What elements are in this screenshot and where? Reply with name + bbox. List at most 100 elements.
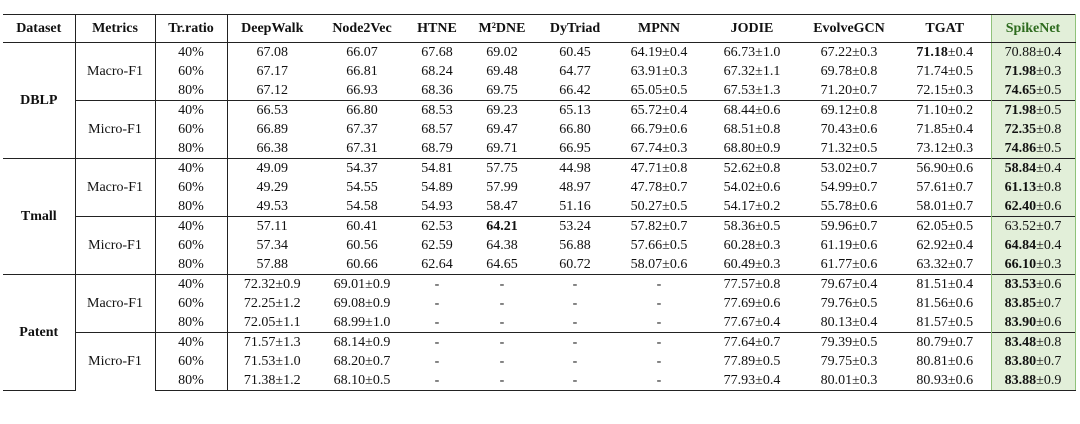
score-cell: 66.80 [559,122,591,137]
score-cell: - [407,274,467,294]
score-cell: 68.80±0.9 [723,141,781,156]
column-header: HTNE [407,14,467,43]
score-cell: 61.13±0.8 [990,178,1076,197]
score-cell: 53.24 [537,216,613,236]
score-cell: 80.81±0.6 [916,354,974,369]
train-ratio: 40% [155,332,228,352]
score-cell: - [656,296,662,311]
header-row: Dataset Metrics Tr.ratio DeepWalk Node2Vec HT… [3,14,1076,43]
score-cell: 63.52±0.7 [990,216,1076,236]
score-cell: 68.24 [421,64,453,79]
column-header: EvolveGCN [799,14,899,43]
score-cell: 83.88±0.9 [990,371,1076,391]
score-cell: 62.53 [407,216,467,236]
data-row: Patent Macro-F1 40% 72.32±0.9 69.01±0.9- - - -7… [3,274,1076,391]
score-cell: - [467,371,537,391]
score-cell: 63.32±0.7 [916,257,974,272]
score-cell: 69.78±0.8 [820,64,878,79]
score-cell: 64.19±0.4 [613,42,705,62]
score-cell: - [434,354,440,369]
score-cell: - [656,315,662,330]
column-header: Dataset [3,14,76,43]
score-cell: 69.08±0.9 [333,296,391,311]
score-cell: 44.98 [537,158,613,178]
score-cell: - [572,354,578,369]
score-cell: 67.53±1.3 [723,83,781,98]
score-cell: 68.14±0.9 [317,332,407,352]
train-ratio: 80% [155,255,228,275]
train-ratio: 80% [155,139,228,159]
score-cell: 57.82±0.7 [613,216,705,236]
score-cell: 77.57±0.8 [705,274,799,294]
train-ratio: 60% [155,62,228,81]
data-row: 60% 49.29 54.55 54.89 57.99 48.97 47.78±0.7 54.… [3,178,1076,197]
train-ratio: 40% [155,158,228,178]
data-row: 80% 49.53 54.58 54.93 58.47 51.16 50.27±0.5 54.… [3,197,1076,217]
score-cell: 79.75±0.3 [820,354,878,369]
score-cell: 65.72±0.4 [613,100,705,120]
score-cell: 83.48±0.8 [990,332,1076,352]
score-cell: 58.84±0.4 [990,158,1076,178]
column-header: TGAT [899,14,991,43]
score-cell: 49.53 [256,199,289,214]
data-row: Micro-F1 40% 71.57±1.3 68.14±0.9- - - -77.64±0… [3,332,1076,391]
metric-name: Micro-F1 [75,100,156,159]
score-cell: 54.89 [421,180,453,195]
score-cell: - [499,315,505,330]
score-cell: 68.20±0.7 [333,354,391,369]
column-header: SpikeNet [990,14,1076,43]
score-cell: 81.51±0.4 [899,274,991,294]
score-cell: - [467,332,537,352]
score-cell: - [499,296,505,311]
data-row: 60% 72.25±1.2 69.08±0.9 - - - - 77.69±0.6 79.76±… [3,294,1076,313]
data-row: 80% 66.38 67.31 68.79 69.71 66.95 67.74±0.3 68.… [3,139,1076,159]
score-cell: 71.32±0.5 [820,141,878,156]
train-ratio: 80% [155,197,228,217]
score-cell: 60.66 [346,257,378,272]
score-cell: 57.34 [256,238,289,253]
score-cell: 71.38±1.2 [227,371,317,391]
score-cell: 62.92±0.4 [916,238,974,253]
dataset-name: Tmall [3,158,76,275]
score-cell: 47.71±0.8 [613,158,705,178]
train-ratio: 80% [155,81,228,101]
score-cell: 81.57±0.5 [916,315,974,330]
score-cell: 71.18±0.4 [899,42,991,62]
dataset-name: DBLP [3,42,76,159]
data-row: Tmall Macro-F1 40% 49.09 54.37 54.81 57.75 44.9… [3,158,1076,275]
train-ratio: 40% [155,274,228,294]
score-cell: - [467,274,537,294]
data-row: 80% 72.05±1.1 68.99±1.0 - - - - 77.67±0.4 80.13±… [3,313,1076,333]
score-cell: 63.91±0.3 [630,64,688,79]
score-cell: 69.71 [486,141,518,156]
score-cell: 74.65±0.5 [990,81,1076,101]
score-cell: 67.08 [227,42,317,62]
score-cell: 67.32±1.1 [723,64,781,79]
score-cell: 67.31 [346,141,378,156]
data-row: Micro-F1 40% 57.11 60.41 62.53 64.21 53.24 57.8… [3,216,1076,275]
score-cell: 69.75 [486,83,518,98]
score-cell: 67.68 [407,42,467,62]
score-cell: 65.13 [537,100,613,120]
score-cell: 66.79±0.6 [630,122,688,137]
score-cell: 71.57±1.3 [227,332,317,352]
score-cell: 54.55 [346,180,378,195]
score-cell: 60.56 [346,238,378,253]
score-cell: 72.25±1.2 [243,296,301,311]
score-cell: 73.12±0.3 [916,141,974,156]
score-cell: 77.69±0.6 [723,296,781,311]
data-row: 80% 67.12 66.93 68.36 69.75 66.42 65.05±0.5 67.… [3,81,1076,101]
score-cell: 71.20±0.7 [820,83,878,98]
score-cell: 67.74±0.3 [630,141,688,156]
score-cell: 83.80±0.7 [990,352,1076,371]
train-ratio: 80% [155,371,228,391]
score-cell: 66.38 [256,141,289,156]
score-cell: 72.35±0.8 [990,120,1076,139]
score-cell: 67.17 [256,64,289,79]
score-cell: 58.47 [486,199,518,214]
score-cell: 49.29 [256,180,289,195]
score-cell: 60.41 [317,216,407,236]
score-cell: 62.05±0.5 [899,216,991,236]
score-cell: 70.88±0.4 [990,42,1076,62]
score-cell: 66.42 [559,83,591,98]
